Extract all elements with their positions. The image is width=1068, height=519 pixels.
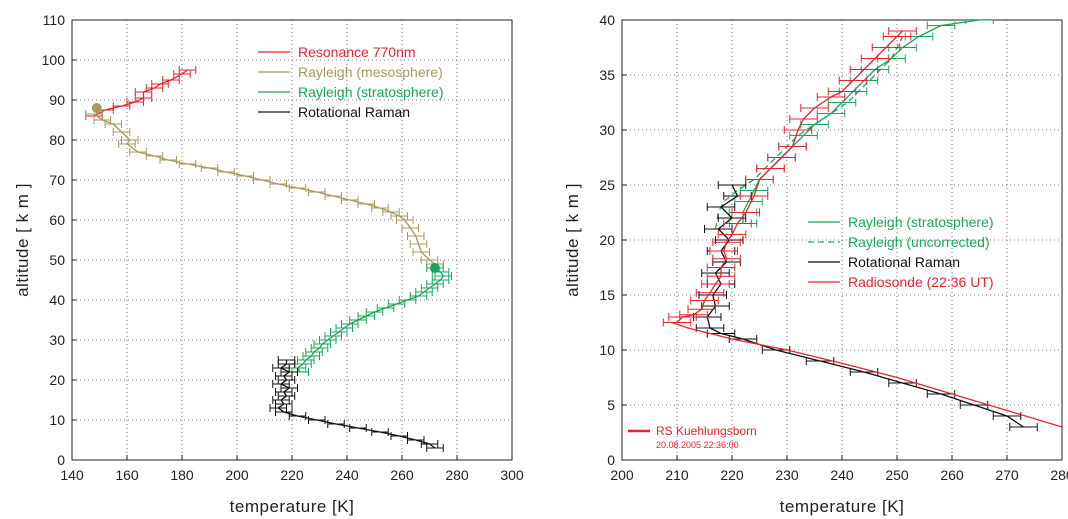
legend-label-stratosphere: Rayleigh (stratosphere): [298, 84, 444, 100]
legend-label-r-uncorrected: Rayleigh (uncorrected): [848, 234, 990, 250]
right-x-tick-label: 230: [775, 467, 799, 483]
left-x-tick-label: 140: [60, 467, 84, 483]
right-y-tick-label: 15: [599, 287, 615, 303]
right-y-tick-label: 35: [599, 67, 615, 83]
right-x-tick-label: 270: [995, 467, 1019, 483]
right-y-tick-label: 30: [599, 122, 615, 138]
left-x-tick-label: 200: [225, 467, 249, 483]
left-y-tick-label: 70: [49, 172, 65, 188]
left-y-tick-label: 110: [43, 12, 66, 28]
legend-label-resonance: Resonance 770nm: [298, 44, 416, 60]
right-y-axis-label: altitude [ k m ]: [563, 183, 582, 297]
right-y-tick-label: 40: [599, 12, 615, 28]
left-chart: 140 160 180 200 220 240 260 280 300 0 10 20 30 40 50 60…: [42, 12, 524, 483]
left-series-rayleigh-mesosphere-line: [93, 113, 436, 265]
note-date: 20.08.2005 22:36:00: [656, 440, 739, 450]
right-x-axis-label: temperature [K]: [780, 497, 905, 516]
right-series-rayleigh-stratosphere-line: [742, 20, 980, 224]
left-x-tick-label: 240: [335, 467, 359, 483]
right-y-tick-label: 5: [607, 397, 615, 413]
left-x-tick-label: 300: [500, 467, 524, 483]
left-x-tick-label: 160: [115, 467, 139, 483]
left-y-tick-label: 0: [57, 452, 65, 468]
note-title: RS Kuehlungsborn: [656, 424, 757, 438]
left-y-tick-label: 100: [42, 52, 66, 68]
left-y-tick-label: 30: [49, 332, 65, 348]
left-x-tick-label: 280: [445, 467, 469, 483]
left-y-tick-label: 60: [49, 212, 65, 228]
left-x-axis-label: temperature [K]: [230, 497, 355, 516]
left-legend: Resonance 770nm Rayleigh (mesosphere) Ra…: [258, 44, 444, 120]
legend-label-r-raman: Rotational Raman: [848, 254, 960, 270]
left-y-axis-label: altitude [ k m ]: [13, 183, 32, 297]
left-y-tick-label: 10: [49, 412, 65, 428]
left-marker-point: [91, 103, 102, 113]
legend-label-mesosphere: Rayleigh (mesosphere): [298, 64, 443, 80]
left-series-group: [85, 66, 452, 452]
right-x-tick-label: 280: [1050, 467, 1068, 483]
left-x-tick-label: 180: [170, 467, 194, 483]
legend-label-raman: Rotational Raman: [298, 104, 410, 120]
right-y-tick-label: 10: [599, 342, 615, 358]
left-x-tick-label: 260: [390, 467, 414, 483]
right-y-tick-label: 25: [599, 177, 615, 193]
right-x-tick-label: 220: [720, 467, 744, 483]
right-series-group: [662, 20, 1062, 431]
left-y-tick-label: 90: [49, 92, 65, 108]
right-series-rotational-raman-line: [706, 184, 1024, 428]
right-series-radiosonde-22-36-ut-lower-line: [671, 321, 1062, 428]
right-legend: Rayleigh (stratosphere) Rayleigh (uncorr…: [808, 214, 994, 290]
right-series-rayleigh-uncorrected-line: [714, 36, 904, 230]
left-marker-point: [430, 263, 440, 273]
left-x-tick-label: 220: [280, 467, 304, 483]
left-y-tick-label: 40: [49, 292, 65, 308]
left-y-tick-label: 80: [49, 132, 65, 148]
legend-label-r-stratosphere: Rayleigh (stratosphere): [848, 214, 994, 230]
left-y-tick-label: 50: [49, 252, 65, 268]
right-y-tick-label: 20: [599, 232, 615, 248]
right-x-tick-label: 240: [830, 467, 854, 483]
right-x-tick-label: 200: [610, 467, 634, 483]
right-chart: 200 210 220 230 240 250 260 270 280 0 5 10 15 20 25 30 3…: [599, 12, 1068, 483]
right-x-tick-label: 250: [885, 467, 909, 483]
radiosonde-note: RS Kuehlungsborn 20.08.2005 22:36:00: [628, 424, 757, 450]
right-x-tick-label: 260: [940, 467, 964, 483]
legend-label-r-radiosonde: Radiosonde (22:36 UT): [848, 274, 994, 290]
right-x-tick-label: 210: [665, 467, 689, 483]
left-series-rotational-raman-line: [277, 360, 436, 449]
right-y-tick-label: 0: [607, 452, 615, 468]
left-y-tick-label: 20: [49, 372, 65, 388]
